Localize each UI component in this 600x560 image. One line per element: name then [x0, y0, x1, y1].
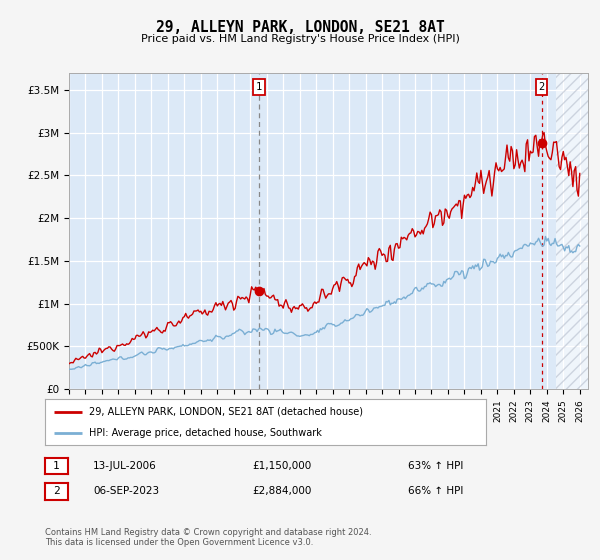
Text: £1,150,000: £1,150,000	[252, 461, 311, 471]
Text: Contains HM Land Registry data © Crown copyright and database right 2024.
This d: Contains HM Land Registry data © Crown c…	[45, 528, 371, 547]
Text: 2: 2	[53, 486, 60, 496]
Text: 1: 1	[53, 461, 60, 471]
Text: Price paid vs. HM Land Registry's House Price Index (HPI): Price paid vs. HM Land Registry's House …	[140, 34, 460, 44]
Text: £2,884,000: £2,884,000	[252, 486, 311, 496]
Bar	[556, 73, 589, 389]
Text: 2: 2	[538, 82, 545, 92]
Text: 63% ↑ HPI: 63% ↑ HPI	[408, 461, 463, 471]
Text: 1: 1	[256, 82, 262, 92]
Text: 13-JUL-2006: 13-JUL-2006	[93, 461, 157, 471]
Text: 66% ↑ HPI: 66% ↑ HPI	[408, 486, 463, 496]
Text: 06-SEP-2023: 06-SEP-2023	[93, 486, 159, 496]
Text: 29, ALLEYN PARK, LONDON, SE21 8AT: 29, ALLEYN PARK, LONDON, SE21 8AT	[155, 20, 445, 35]
Text: 29, ALLEYN PARK, LONDON, SE21 8AT (detached house): 29, ALLEYN PARK, LONDON, SE21 8AT (detac…	[89, 407, 363, 417]
Text: HPI: Average price, detached house, Southwark: HPI: Average price, detached house, Sout…	[89, 428, 322, 438]
